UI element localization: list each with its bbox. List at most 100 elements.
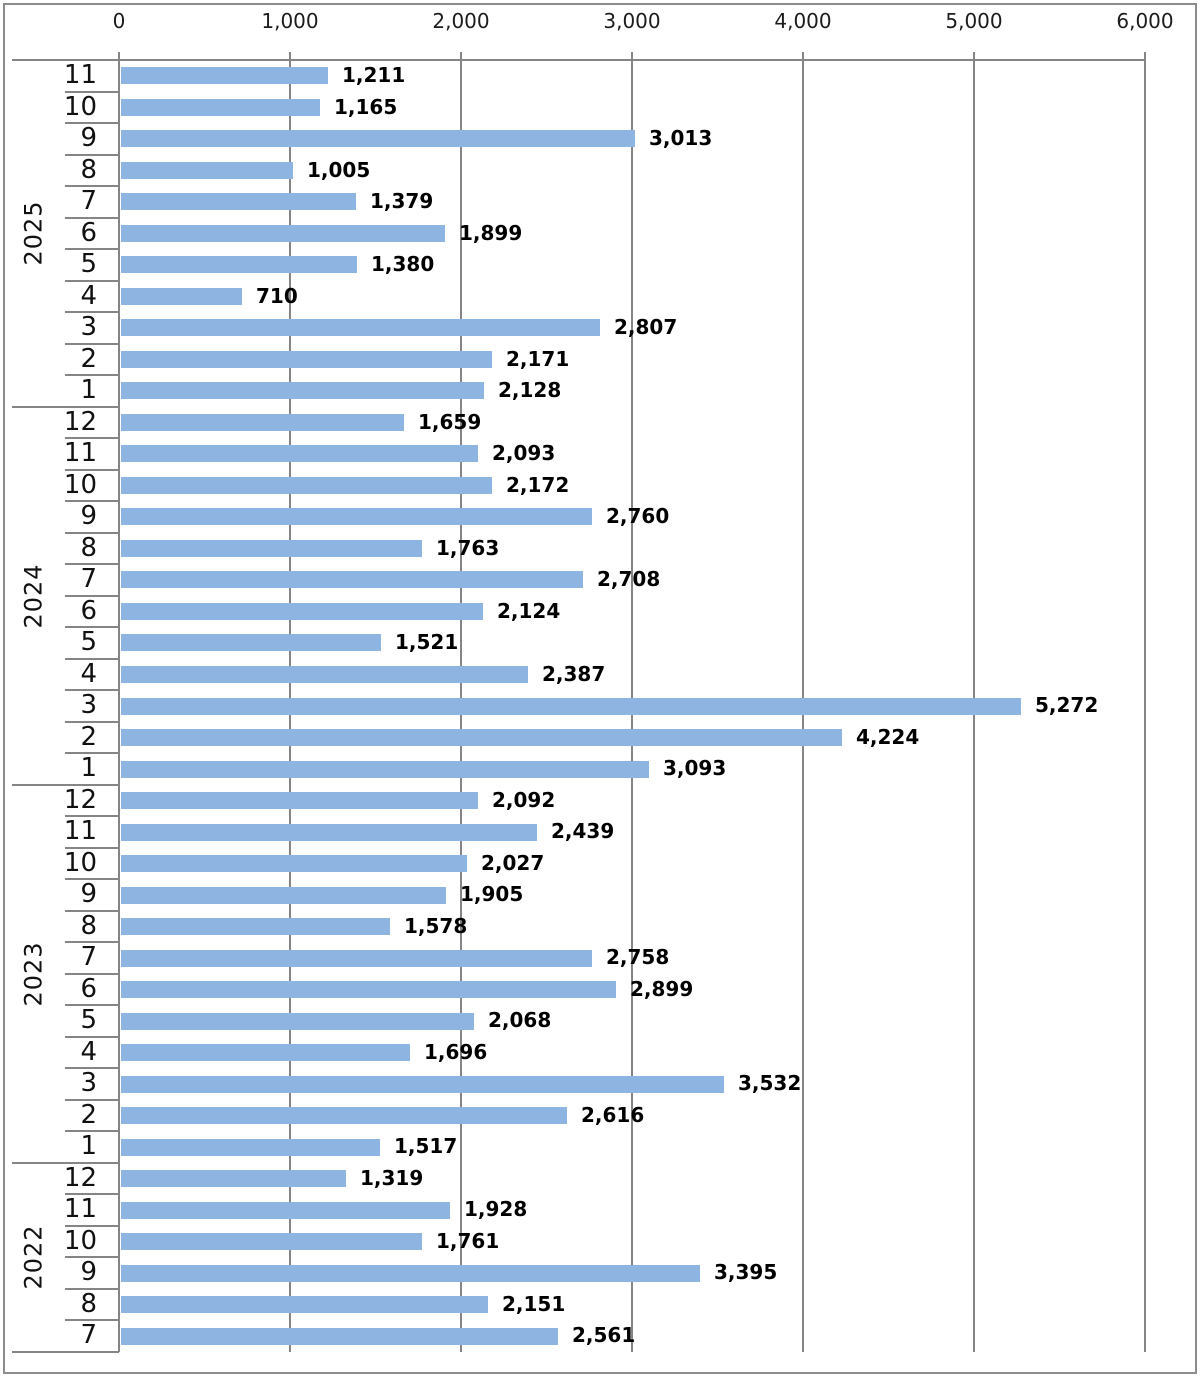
- month-tick-line: [65, 657, 119, 660]
- bar: [121, 1233, 422, 1251]
- bar: [121, 1201, 450, 1219]
- bar: [121, 918, 390, 936]
- month-tick-line: [65, 815, 119, 818]
- month-tick-line: [65, 972, 119, 975]
- month-tick-line: [65, 1004, 119, 1007]
- month-label: 4: [80, 1036, 97, 1067]
- month-label: 10: [63, 847, 97, 878]
- year-label: 2023: [8, 904, 60, 1044]
- bar-value-label: 2,758: [606, 945, 670, 970]
- month-label: 6: [80, 217, 97, 248]
- bar-value-label: 2,561: [572, 1323, 636, 1348]
- month-tick-line: [65, 122, 119, 125]
- month-label: 10: [63, 469, 97, 500]
- x-axis-tick-label: 1,000: [261, 9, 319, 33]
- bar: [121, 981, 616, 999]
- bar: [121, 729, 842, 746]
- bar: [121, 1012, 474, 1030]
- year-label-text: 2025: [20, 200, 49, 266]
- bar: [121, 697, 1021, 715]
- bar: [121, 445, 478, 463]
- month-label: 10: [63, 1225, 97, 1256]
- bar: [121, 1044, 410, 1062]
- bar-value-label: 2,128: [498, 378, 562, 403]
- month-tick-line: [65, 185, 119, 188]
- month-tick-line: [65, 1035, 119, 1038]
- bar: [121, 539, 422, 557]
- bar-value-label: 2,171: [506, 346, 570, 371]
- bar: [121, 193, 356, 211]
- month-tick-line: [65, 878, 119, 881]
- bar-value-label: 2,616: [581, 1102, 645, 1127]
- month-label: 9: [80, 1257, 97, 1288]
- bar-value-label: 2,708: [597, 567, 661, 592]
- bar: [121, 1296, 488, 1314]
- bar: [121, 1075, 724, 1093]
- x-axis-tick-label: 4,000: [774, 9, 832, 33]
- bar-value-label: 1,211: [342, 63, 406, 87]
- bar-value-label: 5,272: [1035, 693, 1099, 718]
- month-tick-line: [65, 689, 119, 692]
- month-tick-line: [65, 1256, 119, 1259]
- month-tick-line: [65, 437, 119, 440]
- month-label: 11: [63, 60, 97, 90]
- bar-value-label: 3,093: [663, 756, 727, 781]
- month-label: 8: [80, 154, 97, 185]
- bar: [121, 224, 445, 242]
- month-label: 9: [80, 879, 97, 910]
- bar: [121, 67, 328, 85]
- month-tick-line: [65, 1224, 119, 1227]
- bar: [121, 602, 483, 620]
- bar-value-label: 1,521: [395, 630, 459, 655]
- year-label-text: 2023: [20, 941, 49, 1007]
- month-label: 12: [63, 406, 97, 437]
- bar-value-label: 1,380: [371, 252, 435, 277]
- bar-value-label: 1,319: [360, 1165, 424, 1190]
- month-tick-line: [65, 1067, 119, 1070]
- month-label: 8: [80, 1288, 97, 1319]
- bar: [121, 508, 592, 526]
- bar: [121, 760, 649, 778]
- month-label: 7: [80, 1320, 97, 1351]
- month-tick-line: [65, 531, 119, 534]
- bar-value-label: 1,763: [436, 535, 500, 560]
- bar: [121, 949, 592, 967]
- bar: [121, 1327, 558, 1345]
- bar: [121, 886, 446, 904]
- bar-value-label: 1,578: [404, 913, 468, 938]
- bar-value-label: 2,172: [506, 472, 570, 497]
- month-tick-line: [65, 563, 119, 566]
- month-label: 3: [80, 1068, 97, 1099]
- bar-value-label: 2,807: [614, 315, 678, 340]
- month-label: 7: [80, 186, 97, 217]
- bar: [121, 319, 600, 337]
- bar: [121, 256, 357, 274]
- month-label: 6: [80, 595, 97, 626]
- bar: [121, 855, 467, 873]
- bar: [121, 571, 583, 589]
- x-axis-tick-label: 3,000: [603, 9, 661, 33]
- year-separator-line: [12, 1161, 119, 1164]
- bar-value-label: 1,659: [418, 409, 482, 434]
- month-tick-line: [65, 1130, 119, 1133]
- month-tick-line: [65, 468, 119, 471]
- month-tick-line: [65, 500, 119, 503]
- bar-value-label: 2,387: [542, 661, 606, 686]
- bar: [121, 476, 492, 494]
- bar: [121, 1107, 567, 1125]
- month-label: 8: [80, 532, 97, 563]
- month-label: 2: [80, 721, 97, 752]
- bar-value-label: 2,093: [492, 441, 556, 466]
- month-label: 10: [63, 91, 97, 122]
- month-label: 1: [80, 1131, 97, 1162]
- category-axis-bottom-line: [12, 1351, 119, 1353]
- month-tick-line: [65, 941, 119, 944]
- month-label: 5: [80, 627, 97, 658]
- x-axis-tick-label: 5,000: [945, 9, 1003, 33]
- year-separator-line: [12, 405, 119, 408]
- month-tick-line: [65, 720, 119, 723]
- month-label: 11: [63, 438, 97, 469]
- bar-value-label: 1,696: [424, 1039, 488, 1064]
